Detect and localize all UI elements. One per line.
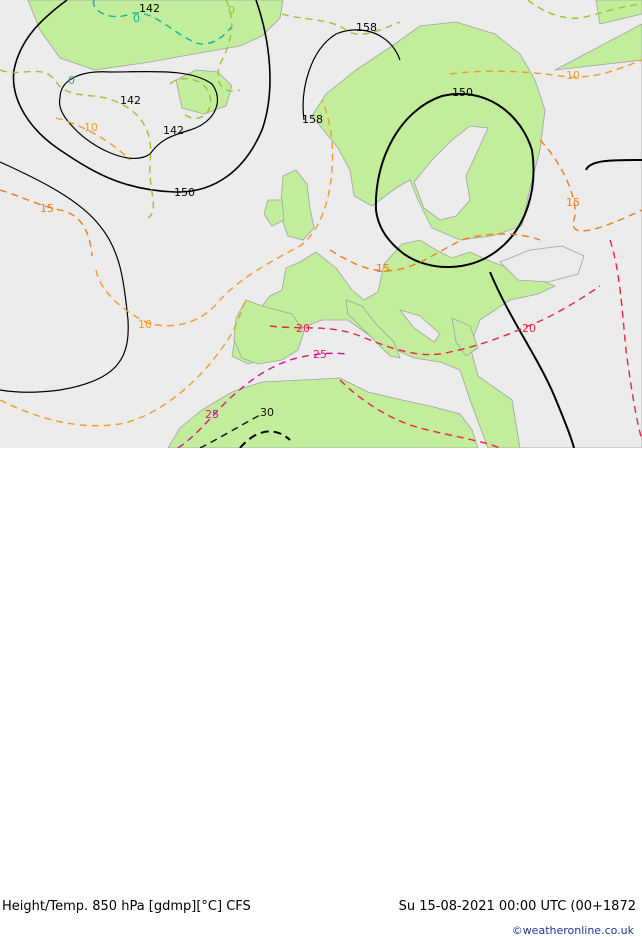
land-iberia <box>233 299 305 365</box>
isotherm-15-left <box>0 189 93 257</box>
isotherm-20-south <box>339 379 501 448</box>
temp-label: 15 <box>566 196 580 209</box>
isotherm-cold <box>92 0 233 45</box>
land-north-africa <box>167 377 479 448</box>
adriatic-sea <box>398 309 441 343</box>
isotherms <box>0 0 642 448</box>
land-italy <box>345 299 401 359</box>
temp-label: 20 <box>296 322 310 335</box>
isotherm-0-ne <box>527 0 642 19</box>
isotherm-10-left <box>55 117 131 161</box>
inland-seas <box>398 125 585 343</box>
temp-label: 15 <box>376 262 390 275</box>
height-label: 142 <box>139 2 160 15</box>
height-label: 142 <box>120 94 141 107</box>
black-sea <box>499 245 585 283</box>
temp-label: 0 <box>133 12 140 25</box>
temp-label: 25 <box>313 348 327 361</box>
isotherm-15-east <box>539 139 642 232</box>
height-contour-150-east-edge <box>585 159 642 171</box>
height-labels: 142 142 142 150 150 158 158 <box>120 2 473 199</box>
height-contour-142 <box>12 0 271 193</box>
land-ireland <box>263 199 285 227</box>
land-masses <box>27 0 642 448</box>
weather-map: 142 142 142 150 150 158 158 0 0 0 10 10 … <box>0 0 642 448</box>
footer: Height/Temp. 850 hPa [gdmp][°C] CFS Su 1… <box>0 448 642 937</box>
baltic-sea <box>413 125 489 221</box>
temp-label: 0 <box>68 74 75 87</box>
land-britain <box>279 169 315 241</box>
isotherm-25 <box>177 352 347 448</box>
isotherm-20 <box>269 285 601 356</box>
temp-label: 30 <box>260 406 274 419</box>
isotherm-15-center <box>329 233 541 272</box>
temp-label: 10 <box>566 69 580 82</box>
height-label: 150 <box>452 86 473 99</box>
isotherm-0-top <box>217 0 241 92</box>
height-contour-150-south <box>489 271 575 448</box>
height-label: 150 <box>174 186 195 199</box>
height-contour-150 <box>0 161 129 393</box>
run-time: Su 15-08-2021 00:00 UTC (00+1872 <box>398 899 636 914</box>
temp-label: 10 <box>84 121 98 134</box>
isotherm-10-center <box>95 99 334 327</box>
height-contour-158 <box>302 29 401 121</box>
height-label: 158 <box>302 113 323 126</box>
temp-label: 20 <box>522 322 536 335</box>
height-contour-150-east <box>374 92 535 269</box>
temp-label: 25 <box>205 408 219 421</box>
land-iceland <box>175 69 233 115</box>
height-label: 158 <box>356 21 377 34</box>
height-contour-142-inner <box>58 70 219 159</box>
temp-label: 10 <box>138 318 152 331</box>
temp-labels: 0 0 0 10 10 10 15 15 15 20 20 25 25 30 <box>40 4 580 421</box>
land-scandinavia <box>311 21 546 241</box>
isotherm-0-left <box>0 69 155 219</box>
temp-label: 0 <box>228 4 235 17</box>
isotherm-20-east <box>609 239 642 441</box>
height-contour-bottom <box>239 430 291 448</box>
temp-label: 15 <box>40 202 54 215</box>
isotherm-0-center <box>169 77 212 119</box>
map-title: Height/Temp. 850 hPa [gdmp][°C] CFS <box>2 899 251 914</box>
isotherm-10-east <box>449 59 642 78</box>
land-greenland <box>27 0 284 71</box>
height-label: 142 <box>163 124 184 137</box>
height-contours <box>0 0 642 448</box>
credit-link[interactable]: ©weatheronline.co.uk <box>511 924 634 937</box>
isotherm-0-north <box>281 13 401 35</box>
isotherm-30 <box>199 413 263 448</box>
